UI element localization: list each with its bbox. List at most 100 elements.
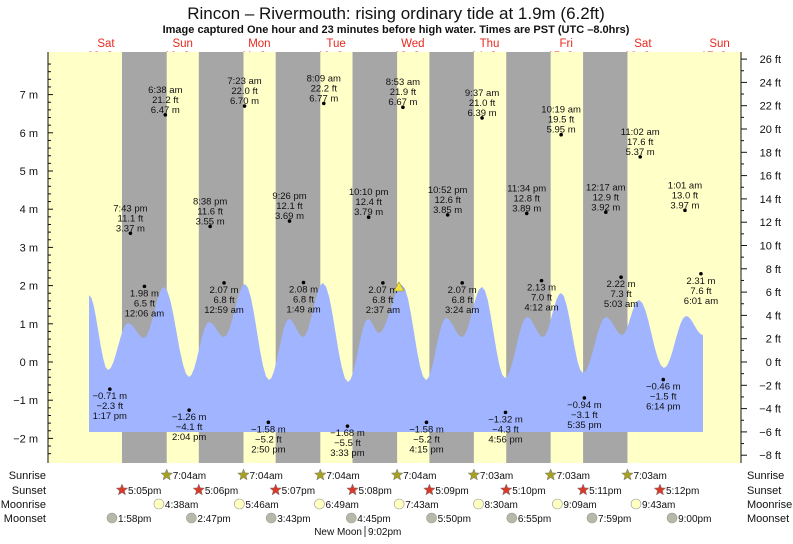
- tide-dot: [381, 281, 385, 285]
- sunrise-time: 7:03am: [633, 471, 666, 482]
- tide-dot: [163, 113, 168, 117]
- right-tick-label: 20 ft: [760, 124, 781, 136]
- tide-ft-label: −5.2 ft: [255, 434, 282, 445]
- right-tick-label: 12 ft: [760, 217, 781, 229]
- tide-ft-label: −4.3 ft: [492, 424, 519, 435]
- tide-time-label: 4:12 am: [524, 303, 558, 314]
- left-tick-label: 1 m: [20, 319, 38, 331]
- tide-time-label: 7:43 pm: [113, 203, 147, 214]
- axes: 7 m 6 m 5 m 4 m 3 m 2 m 1 m 0 m −1 m −2 m 26 ft 24 …: [13, 52, 781, 463]
- tide-m-label: 6.77 m: [309, 93, 338, 104]
- tide-ft-label: −1.5 ft: [650, 392, 677, 403]
- right-tick-label: 24 ft: [760, 77, 781, 89]
- left-tick-label: 7 m: [20, 90, 38, 102]
- tide-ft-label: 6.8 ft: [372, 295, 393, 306]
- tide-ft-label: 7.0 ft: [531, 293, 552, 304]
- tide-time-label: 6:38 am: [148, 85, 182, 96]
- sunset-star-icon: [499, 483, 513, 496]
- tide-m-label: −1.68 m: [330, 428, 365, 439]
- tide-ft-label: 7.3 ft: [610, 289, 631, 300]
- tide-time-label: 6:14 pm: [646, 402, 680, 413]
- moonset-moon-icon: [426, 512, 437, 524]
- tide-m-label: 2.31 m: [686, 276, 715, 287]
- moonset-moon-icon: [186, 512, 197, 524]
- sunrise-star-icon: [390, 468, 404, 481]
- moonset-time: 7:59pm: [598, 514, 631, 525]
- moonset-time: 9:00pm: [678, 514, 711, 525]
- right-tick-label: 2 ft: [766, 334, 781, 346]
- tide-m-label: 3.92 m: [591, 202, 620, 213]
- day-of-week-label: Sun: [709, 38, 729, 50]
- tide-time-label: 2:04 pm: [172, 432, 206, 443]
- day-of-week-label: Sun: [172, 38, 192, 50]
- tide-dot: [266, 420, 271, 425]
- tide-m-label: 3.79 m: [354, 207, 383, 218]
- sunset-star-icon: [576, 483, 590, 496]
- tide-dot: [108, 387, 112, 391]
- day-of-week-label: Sat: [97, 38, 115, 50]
- tide-ft-label: 6.8 ft: [452, 295, 473, 306]
- tide-m-label: 2.08 m: [289, 285, 318, 296]
- sunset-time: 5:06pm: [205, 486, 238, 497]
- tide-dot: [401, 105, 405, 110]
- tide-time-label: 5:35 pm: [567, 420, 601, 431]
- moonrise-row-label-right: Moonrise: [747, 499, 792, 511]
- tide-time-label: 9:37 am: [465, 88, 499, 99]
- sunset-row-label-right: Sunset: [747, 485, 781, 497]
- tide-ft-label: 21.9 ft: [390, 87, 417, 98]
- tide-time-label: 7:23 am: [227, 76, 261, 87]
- sunrise-time: 7:03am: [480, 471, 513, 482]
- moonset-row-label-right: Moonset: [747, 513, 789, 525]
- day-of-week-label: Mon: [248, 38, 270, 50]
- tide-time-label: 10:19 am: [541, 105, 581, 116]
- sunset-star-icon: [269, 483, 283, 496]
- moonset-moon-icon: [345, 512, 357, 524]
- tide-ft-label: 13.0 ft: [672, 190, 699, 201]
- left-tick-label: −1 m: [13, 395, 38, 407]
- sunset-row-label: Sunset: [12, 485, 46, 497]
- sunset-star-icon: [115, 483, 129, 496]
- tide-time-label: 12:59 am: [204, 305, 244, 316]
- tide-ft-label: 6.5 ft: [134, 298, 155, 309]
- tide-time-label: 8:09 am: [307, 73, 341, 84]
- tide-dot: [301, 280, 306, 285]
- tide-time-label: 11:02 am: [621, 127, 660, 138]
- moonset-moon-icon: [506, 512, 518, 524]
- moonrise-time: 5:46am: [245, 500, 278, 511]
- tide-time-label: 6:01 am: [684, 296, 718, 307]
- tide-dot: [503, 410, 508, 415]
- tide-ft-label: 11.1 ft: [118, 213, 144, 224]
- right-tick-label: −6 ft: [759, 427, 781, 439]
- tide-m-label: 2.07 m: [448, 285, 477, 296]
- day-of-week-label: Tue: [326, 38, 345, 50]
- sunset-star-icon: [192, 483, 206, 496]
- tide-ft-label: 6.8 ft: [213, 295, 234, 306]
- low-tide-point: −0.71 m−2.3 ft1:17 pm: [93, 387, 128, 422]
- tide-m-label: 2.07 m: [368, 285, 397, 296]
- tide-dot: [287, 219, 292, 223]
- right-tick-label: 6 ft: [766, 287, 781, 299]
- tide-ft-label: 12.1 ft: [276, 201, 303, 212]
- tide-m-label: 2.07 m: [210, 285, 239, 296]
- tide-m-label: −1.58 m: [251, 424, 286, 435]
- right-tick-label: 26 ft: [760, 54, 781, 66]
- sunset-star-icon: [653, 483, 667, 496]
- sunrise-time: 7:03am: [557, 471, 590, 482]
- tide-ft-label: 21.2 ft: [152, 95, 179, 106]
- tide-time-label: 1:17 pm: [93, 411, 127, 422]
- low-tide-point: −0.46 m−1.5 ft6:14 pm: [646, 377, 681, 413]
- sun-moon-table: Sunrise Sunrise 7:04am 7:04am 7:04am 7:04am 7:…: [1, 468, 792, 538]
- left-tick-label: 0 m: [20, 357, 38, 369]
- tide-m-label: −0.71 m: [93, 391, 128, 402]
- sunset-time: 5:08pm: [359, 486, 392, 497]
